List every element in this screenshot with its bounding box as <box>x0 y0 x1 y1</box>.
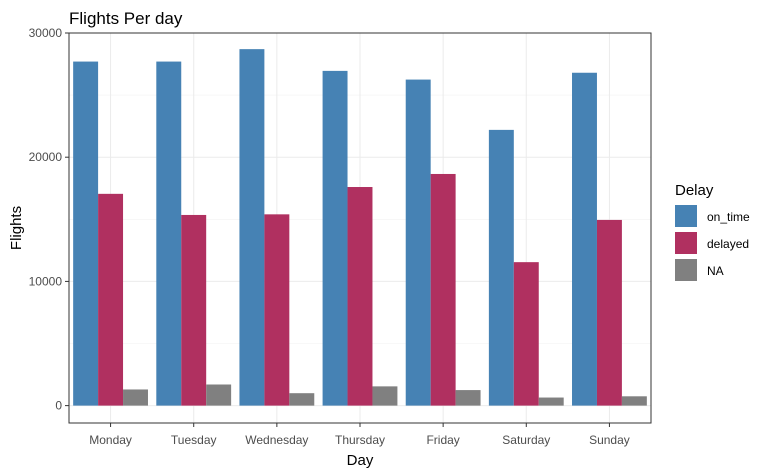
y-axis: 0 10000 20000 30000 <box>29 26 69 413</box>
x-tick-label: Monday <box>89 433 132 447</box>
bar-thursday-on_time <box>322 70 348 406</box>
bar-tuesday-delayed <box>181 214 207 406</box>
bar-sunday-na <box>621 396 647 406</box>
bar-tuesday-na <box>206 384 232 406</box>
legend-label-na: NA <box>707 264 724 278</box>
bar-saturday-on_time <box>488 129 514 406</box>
bar-monday-na <box>123 389 148 406</box>
x-axis: Monday Tuesday Wednesday Thursday Friday Satu… <box>89 423 630 447</box>
bars <box>73 49 647 406</box>
y-tick-label: 0 <box>55 399 62 413</box>
bar-saturday-delayed <box>513 262 539 406</box>
x-tick-label: Thursday <box>335 433 385 447</box>
bar-wednesday-na <box>289 393 315 406</box>
bar-saturday-na <box>538 397 564 406</box>
bar-monday-delayed <box>98 193 124 406</box>
y-tick-label: 30000 <box>29 26 63 40</box>
legend-key-on_time <box>675 205 697 227</box>
legend-title: Delay <box>675 182 714 199</box>
x-tick-label: Tuesday <box>171 433 217 447</box>
x-tick-label: Wednesday <box>245 433 308 447</box>
bar-wednesday-on_time <box>239 49 265 406</box>
x-axis-title: Day <box>347 452 374 469</box>
legend-key-na <box>675 259 697 281</box>
legend-label-on_time: on_time <box>707 210 750 224</box>
bar-tuesday-on_time <box>156 61 182 406</box>
bar-wednesday-delayed <box>264 214 290 406</box>
bar-sunday-delayed <box>596 219 622 406</box>
x-tick-label: Saturday <box>502 433 550 447</box>
bar-sunday-on_time <box>572 72 597 406</box>
bar-friday-on_time <box>405 79 431 406</box>
y-tick-label: 20000 <box>29 150 63 164</box>
x-tick-label: Friday <box>426 433 459 447</box>
chart-title: Flights Per day <box>69 9 183 28</box>
legend-key-delayed <box>675 232 697 254</box>
x-tick-label: Sunday <box>589 433 630 447</box>
y-axis-title: Flights <box>8 206 25 250</box>
bar-thursday-delayed <box>347 187 373 406</box>
legend-label-delayed: delayed <box>707 237 749 251</box>
bar-friday-delayed <box>430 173 456 406</box>
bar-monday-on_time <box>73 61 99 406</box>
y-tick-label: 10000 <box>29 274 63 288</box>
bar-thursday-na <box>372 386 398 406</box>
bar-friday-na <box>455 390 481 406</box>
